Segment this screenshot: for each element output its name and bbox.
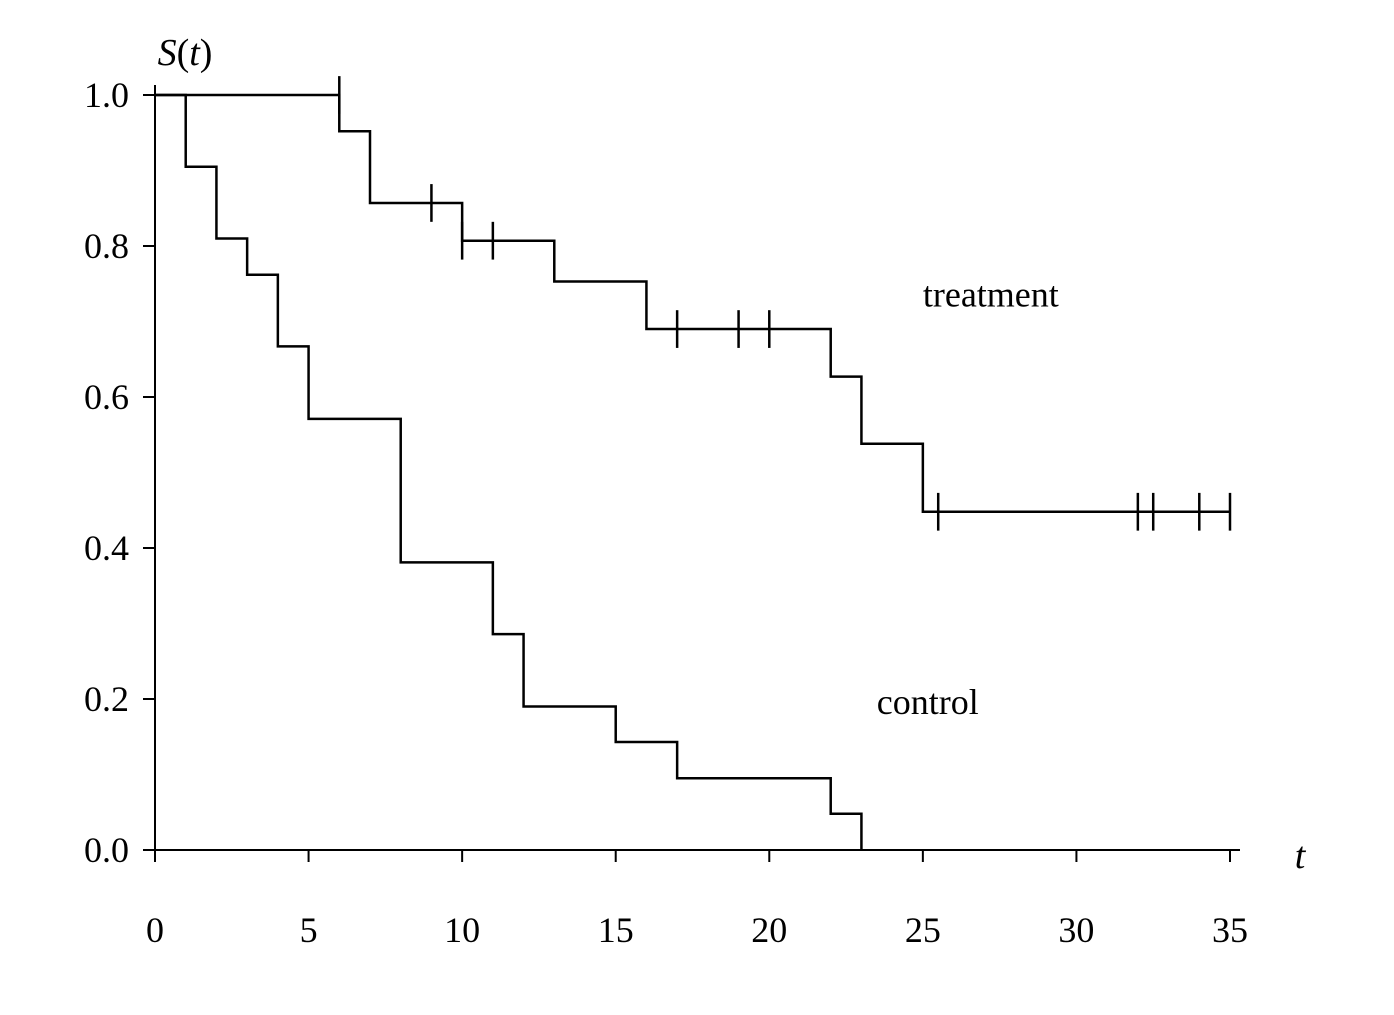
x-tick-label: 35 bbox=[1212, 910, 1248, 950]
chart-svg: 0.0 0.2 0.4 0.6 0.8 1.0 0 5 10 15 20 25 30 35 S(t) t con… bbox=[0, 0, 1394, 1015]
x-tick-label: 5 bbox=[300, 910, 318, 950]
y-tick-label: 1.0 bbox=[84, 75, 129, 115]
x-tick-label: 15 bbox=[598, 910, 634, 950]
treatment-line bbox=[155, 95, 1230, 512]
treatment-label: treatment bbox=[923, 274, 1059, 314]
x-tick-label: 25 bbox=[905, 910, 941, 950]
x-axis-label: t bbox=[1295, 835, 1307, 877]
x-tick-label: 20 bbox=[751, 910, 787, 950]
x-tick-label: 30 bbox=[1058, 910, 1094, 950]
y-tick-label: 0.2 bbox=[84, 679, 129, 719]
y-tick-label: 0.4 bbox=[84, 528, 129, 568]
x-tick-label: 0 bbox=[146, 910, 164, 950]
y-axis-label: S(t) bbox=[158, 32, 213, 74]
control-label: control bbox=[877, 682, 979, 722]
survival-chart: 0.0 0.2 0.4 0.6 0.8 1.0 0 5 10 15 20 25 30 35 S(t) t con… bbox=[0, 0, 1394, 1015]
y-tick-label: 0.8 bbox=[84, 226, 129, 266]
y-tick-label: 0.0 bbox=[84, 830, 129, 870]
x-tick-label: 10 bbox=[444, 910, 480, 950]
control-line bbox=[155, 95, 861, 850]
y-tick-label: 0.6 bbox=[84, 377, 129, 417]
